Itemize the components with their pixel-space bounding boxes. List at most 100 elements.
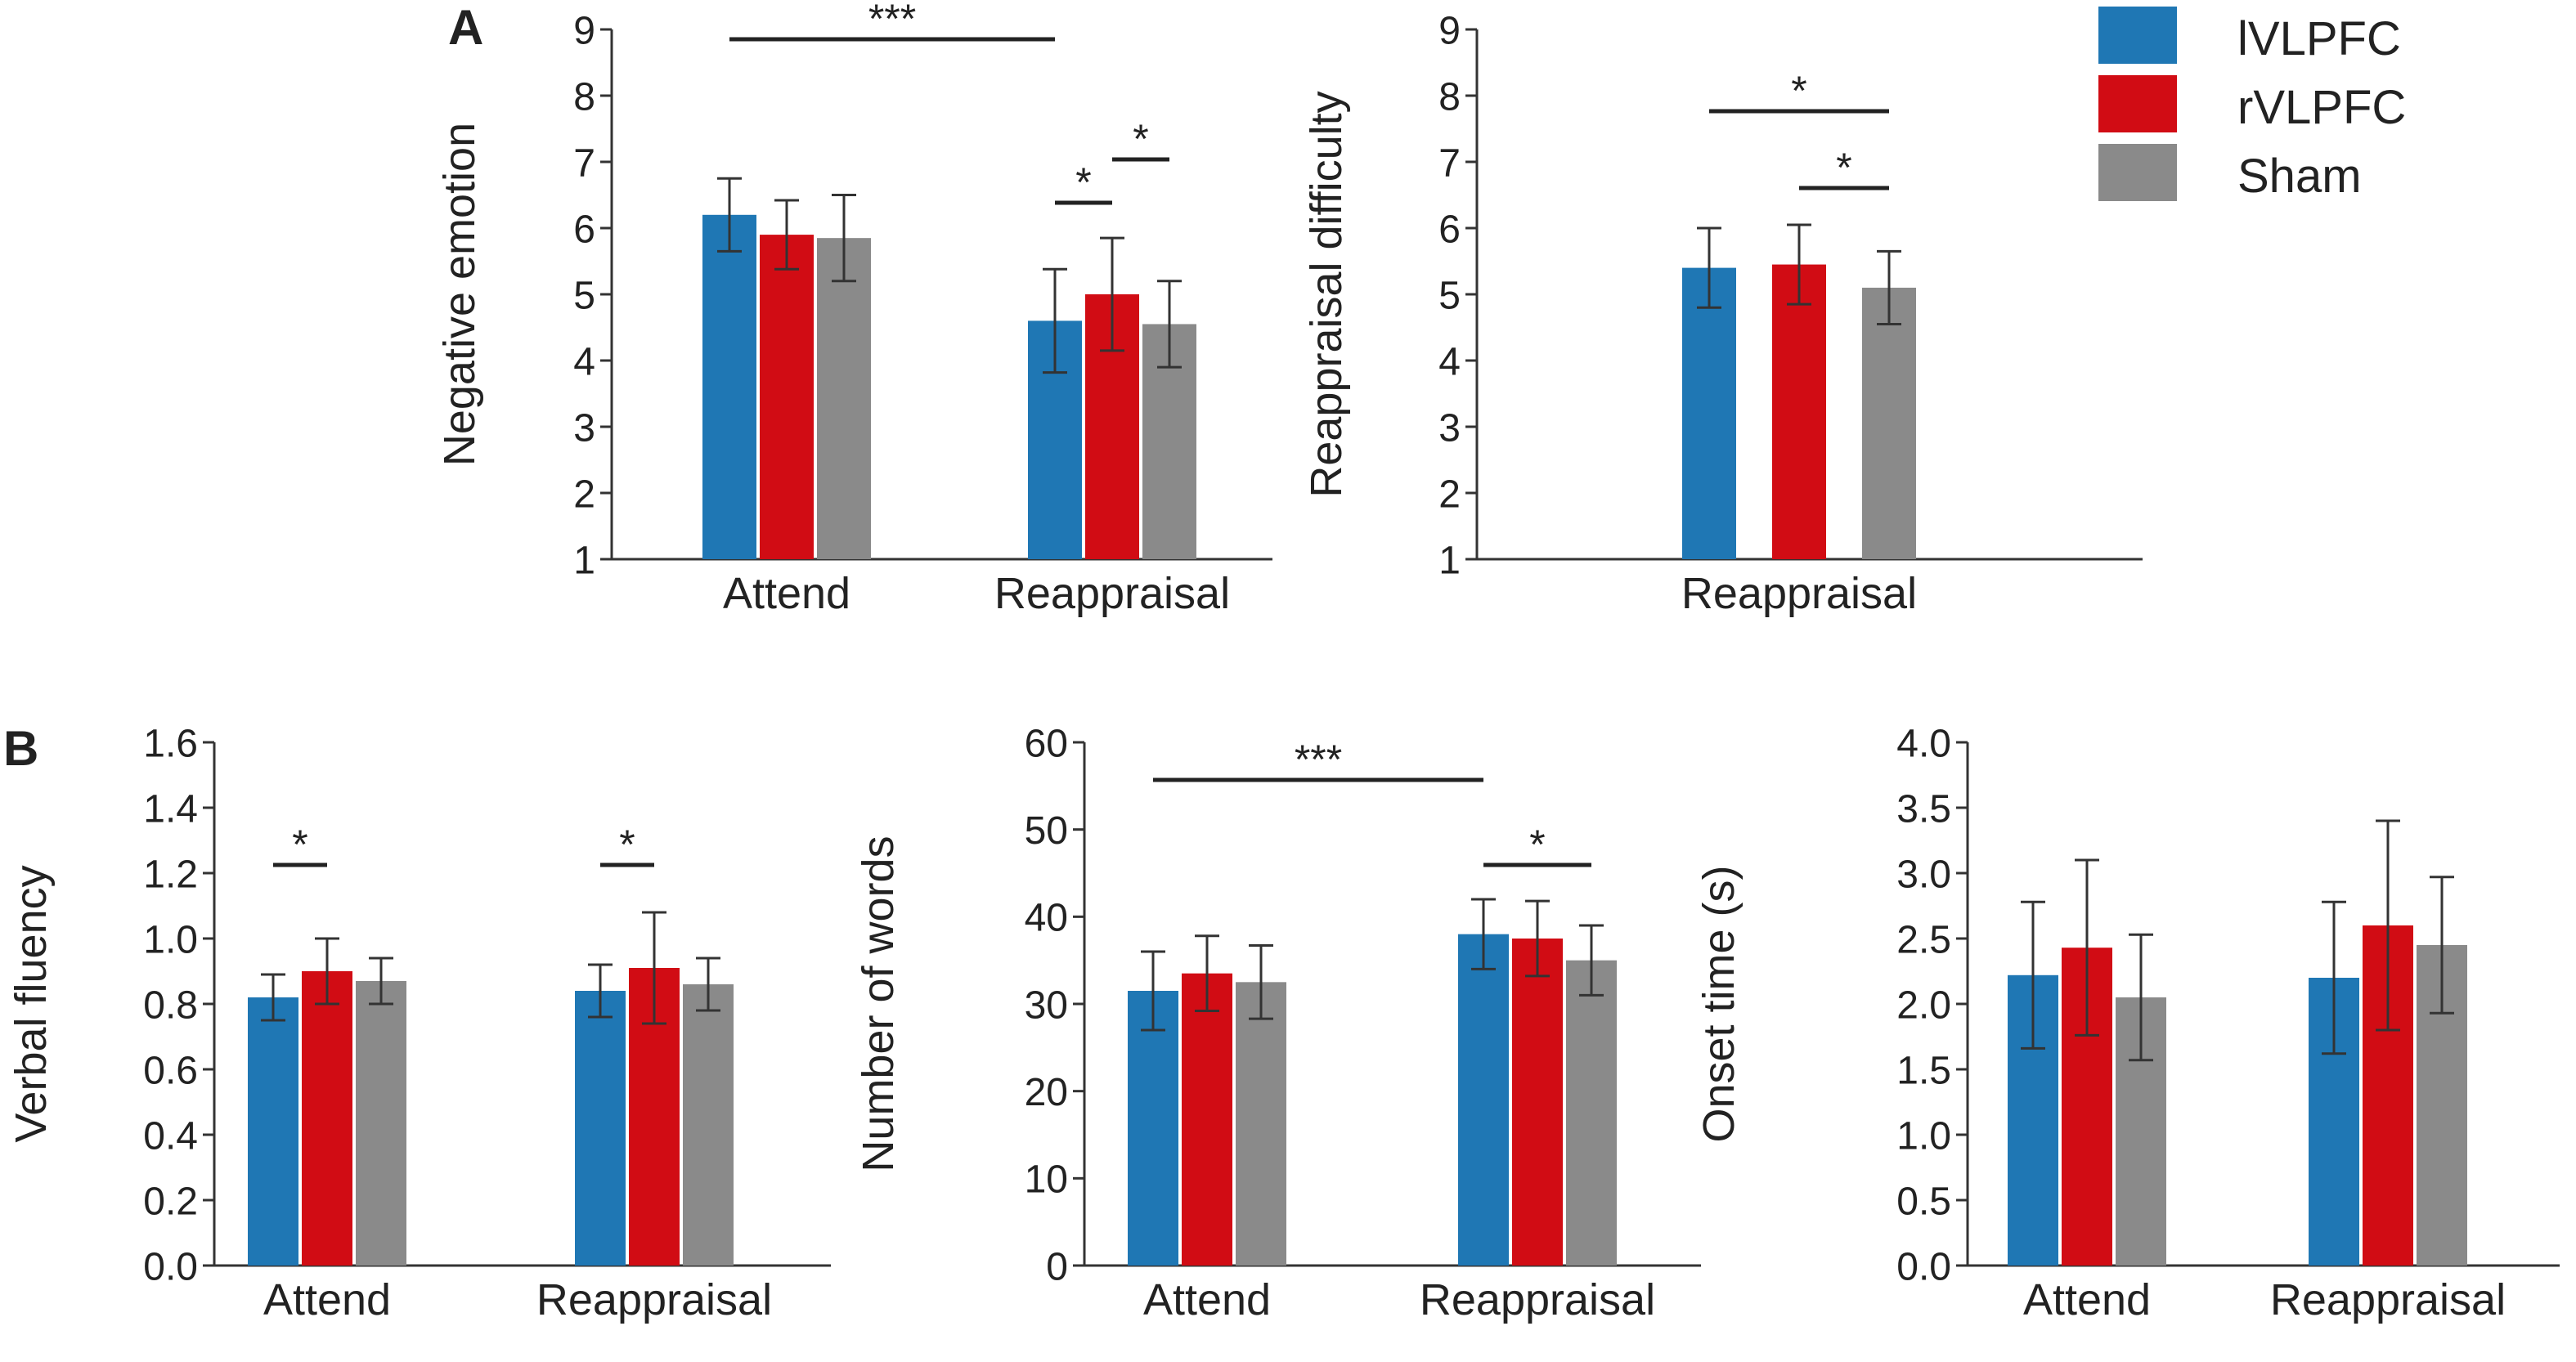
- bar-lvlpfc-reappraisal: [1458, 934, 1509, 1266]
- significance-label: *: [1791, 68, 1806, 114]
- significance-label: *: [1133, 116, 1148, 162]
- x-tick-label-reappraisal: Reappraisal: [2270, 1275, 2506, 1324]
- bar-sham-attend: [1236, 982, 1286, 1266]
- y-tick-label: 8: [1438, 75, 1461, 119]
- bar-sham-attend: [817, 238, 871, 559]
- error-bar-lvlpfc-reappraisal: [1697, 226, 1721, 309]
- y-tick-label: 6: [573, 208, 595, 251]
- chart-onset-time: 0.0 0.5 1.0 1.5 2.0 2.5 3.0 3.5 4.0 Onset time (s…: [1694, 722, 2560, 1324]
- y-tick-label: 5: [1438, 274, 1461, 317]
- y-tick-label: 1.0: [1896, 1114, 1951, 1158]
- bar-sham-reappraisal: [1862, 287, 1916, 559]
- error-bar-rvlpfc-attend: [2075, 858, 2099, 1037]
- y-tick-label: 50: [1025, 809, 1068, 853]
- significance-marker: *: [273, 822, 327, 867]
- error-bar-sham-attend: [832, 194, 856, 283]
- y-tick-label: 2: [573, 473, 595, 516]
- y-tick-label: 2.0: [1896, 983, 1951, 1027]
- legend: lVLPFC rVLPFC Sham: [2098, 7, 2406, 203]
- chart-verbal-fluency: 0.0 0.2 0.4 0.6 0.8 1.0 1.2 1.4 1.6 Verbal fluenc…: [7, 722, 831, 1324]
- y-tick-label: 0.5: [1896, 1180, 1951, 1223]
- y-tick-label: 1: [573, 539, 595, 582]
- bar-rvlpfc-reappraisal: [1772, 264, 1826, 559]
- error-bar-sham-reappraisal: [696, 957, 720, 1012]
- y-tick-label: 8: [573, 75, 595, 119]
- y-tick-label: 0.4: [143, 1114, 198, 1158]
- error-bar-lvlpfc-attend: [261, 973, 285, 1022]
- significance-marker: ***: [1153, 737, 1483, 782]
- y-tick-label: 1.6: [143, 722, 198, 765]
- y-axis-label: Negative emotion: [435, 123, 484, 466]
- y-tick-label: 4.0: [1896, 722, 1951, 765]
- chart-number-of-words: 0 10 20 30 40 50 60 Number of words Attend Reappr…: [854, 722, 1701, 1324]
- legend-item-lvlpfc: lVLPFC: [2098, 7, 2401, 65]
- y-tick-label: 1.0: [143, 918, 198, 961]
- bar-lvlpfc-reappraisal: [575, 991, 626, 1266]
- bar-sham-reappraisal: [1566, 960, 1617, 1266]
- error-bar-rvlpfc-attend: [315, 937, 339, 1006]
- panel-label-b: B: [3, 721, 38, 776]
- significance-marker: *: [1055, 159, 1112, 205]
- error-bar-rvlpfc-reappraisal: [642, 911, 666, 1025]
- legend-swatch-sham: [2098, 144, 2177, 201]
- bar-sham-attend: [356, 981, 406, 1266]
- y-tick-label: 3.0: [1896, 853, 1951, 896]
- legend-label-sham: Sham: [2237, 150, 2362, 203]
- significance-marker: *: [1483, 822, 1591, 867]
- error-bar-lvlpfc-reappraisal: [2322, 900, 2346, 1055]
- legend-swatch-rvlpfc: [2098, 75, 2177, 132]
- y-tick-label: 1.4: [143, 787, 198, 831]
- bar-rvlpfc-attend: [1182, 973, 1232, 1266]
- bar-lvlpfc-attend: [702, 214, 756, 559]
- x-tick-label-reappraisal: Reappraisal: [994, 569, 1230, 618]
- y-tick-label: 9: [1438, 9, 1461, 52]
- y-tick-label: 0.8: [143, 983, 198, 1027]
- significance-label: *: [1075, 159, 1091, 205]
- significance-label: *: [619, 822, 635, 867]
- y-tick-label: 0.6: [143, 1049, 198, 1092]
- y-axis-label: Reappraisal difficulty: [1302, 91, 1351, 497]
- y-tick-label: 20: [1025, 1071, 1068, 1114]
- x-tick-label-attend: Attend: [263, 1275, 391, 1324]
- y-tick-label: 7: [573, 141, 595, 185]
- error-bar-sham-reappraisal: [1157, 280, 1182, 369]
- bar-rvlpfc-reappraisal: [1512, 939, 1563, 1266]
- significance-marker: *: [1112, 116, 1169, 162]
- bar-rvlpfc-attend: [302, 971, 352, 1266]
- x-tick-label-attend: Attend: [1143, 1275, 1271, 1324]
- chart-negative-emotion: 1 2 3 4 5 6 7 8 9 Negative emotion Attend Reapprais…: [435, 0, 1272, 618]
- legend-label-lvlpfc: lVLPFC: [2237, 12, 2401, 65]
- significance-label: ***: [868, 0, 916, 42]
- y-tick-label: 0.2: [143, 1180, 198, 1223]
- y-tick-label: 2: [1438, 473, 1461, 516]
- y-tick-label: 5: [573, 274, 595, 317]
- bar-rvlpfc-attend: [760, 235, 814, 559]
- x-tick-label-reappraisal: Reappraisal: [1420, 1275, 1655, 1324]
- error-bar-sham-reappraisal: [1579, 924, 1604, 997]
- y-tick-label: 60: [1025, 722, 1068, 765]
- error-bar-rvlpfc-reappraisal: [1100, 236, 1124, 352]
- panel-label-a: A: [448, 0, 483, 55]
- y-tick-label: 30: [1025, 983, 1068, 1027]
- significance-marker: *: [600, 822, 654, 867]
- error-bar-rvlpfc-reappraisal: [2376, 819, 2400, 1032]
- error-bar-lvlpfc-attend: [717, 177, 742, 253]
- significance-marker: *: [1709, 68, 1889, 114]
- error-bar-lvlpfc-reappraisal: [1043, 267, 1067, 374]
- significance-label: *: [1529, 822, 1545, 867]
- error-bar-lvlpfc-reappraisal: [1471, 898, 1496, 970]
- error-bar-sham-attend: [2129, 933, 2153, 1062]
- error-bar-lvlpfc-reappraisal: [588, 963, 613, 1019]
- error-bar-lvlpfc-attend: [2021, 900, 2045, 1050]
- y-axis-label: Onset time (s): [1694, 865, 1744, 1142]
- chart-reappraisal-difficulty: 1 2 3 4 5 6 7 8 9 Reappraisal difficulty Reapprais…: [1302, 9, 2143, 618]
- legend-label-rvlpfc: rVLPFC: [2237, 81, 2406, 134]
- x-tick-label-attend: Attend: [723, 569, 850, 618]
- error-bar-sham-reappraisal: [2430, 876, 2454, 1015]
- x-tick-label-reappraisal: Reappraisal: [1681, 569, 1917, 618]
- significance-label: ***: [1295, 737, 1342, 782]
- legend-item-rvlpfc: rVLPFC: [2098, 75, 2406, 134]
- error-bar-sham-reappraisal: [1877, 249, 1901, 325]
- y-tick-label: 3: [573, 406, 595, 450]
